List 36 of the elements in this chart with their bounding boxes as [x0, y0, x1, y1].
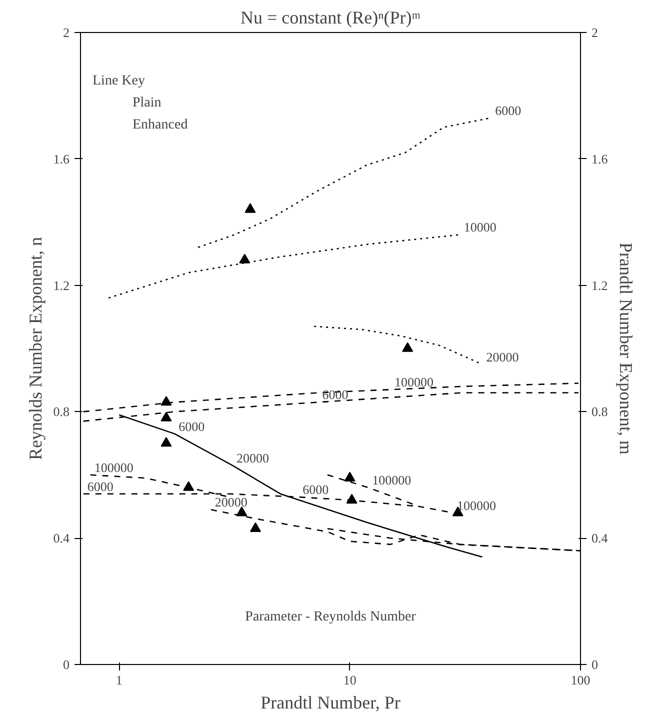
annotation: 100000 — [456, 498, 496, 513]
annotation: 100000 — [372, 472, 412, 488]
x-axis-title: Prandtl Number, Pr — [260, 692, 400, 712]
annotation: 6000 — [302, 482, 329, 498]
annotation: 6000 — [495, 102, 522, 118]
y2-tick-label: 0 — [592, 657, 598, 672]
annotation: 100000 — [94, 460, 134, 475]
y-tick-label: 0.8 — [53, 404, 70, 420]
annotation: 100000 — [394, 374, 434, 390]
x-tick-label: 1 — [116, 672, 122, 688]
y2-tick-label: 2 — [592, 25, 598, 40]
annotation: Parameter - Reynolds Number — [245, 610, 416, 624]
y2-tick-label: 0.8 — [592, 404, 608, 420]
y-tick-label: 1.6 — [53, 151, 70, 166]
chart-title: Nu = constant (Re)ⁿ(Pr)ᵐ — [240, 8, 421, 28]
x-tick-label: 100 — [570, 672, 590, 688]
y-tick-label: 2 — [63, 25, 70, 40]
x-tick-label: 10 — [343, 672, 356, 688]
y2-tick-label: 1.2 — [592, 278, 608, 293]
annotation: 10000 — [464, 220, 496, 235]
y2-axis-title: Prandtl Number Exponent, m — [616, 242, 636, 454]
annotation: 20000 — [486, 349, 519, 364]
y-tick-label: 1.2 — [53, 278, 70, 293]
annotation: Plain — [132, 96, 162, 110]
annotation: 20000 — [214, 494, 248, 510]
y2-tick-label: 0.4 — [592, 530, 608, 546]
annotation: Line Key — [92, 74, 145, 88]
y2-tick-label: 1.6 — [592, 151, 608, 166]
y-axis-title: Reynolds Number Exponent, n — [25, 237, 46, 460]
annotation: 20000 — [236, 450, 269, 466]
annotation: 6000 — [87, 478, 114, 494]
y-tick-label: 0.4 — [53, 530, 70, 546]
annotation: Enhanced — [132, 118, 188, 132]
annotation: 6000 — [322, 387, 348, 402]
annotation: 6000 — [178, 418, 205, 434]
y-tick-label: 0 — [63, 657, 70, 672]
